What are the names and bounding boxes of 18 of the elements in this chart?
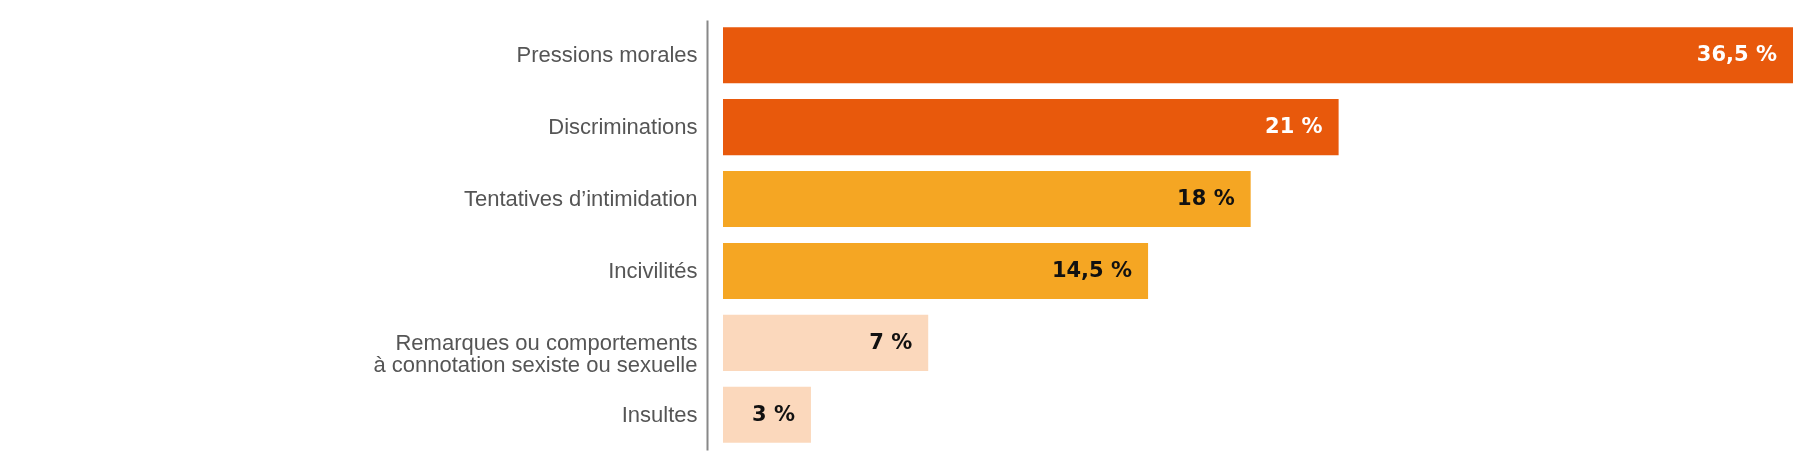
bar <box>723 314 929 371</box>
y-tick-label: Remarques ou comportements à connotation sexiste ou sexuelle <box>373 329 698 377</box>
data-label: 3 % <box>751 401 795 426</box>
y-tick-label: Discriminations <box>548 114 698 140</box>
data-label: 7 % <box>869 329 913 354</box>
data-label: 21 % <box>1265 114 1323 139</box>
bar <box>723 27 1793 84</box>
y-tick-label: Insultes <box>621 401 698 427</box>
y-tick-label: Incivilités <box>608 257 698 283</box>
data-label: 18 % <box>1177 186 1235 211</box>
y-tick-label: Pressions morales <box>516 42 698 68</box>
y-tick-label: Tentatives d’intimidation <box>463 186 698 212</box>
bar <box>723 242 1149 299</box>
data-label: 36,5 % <box>1696 42 1777 67</box>
bar <box>723 386 811 443</box>
bar <box>723 99 1339 156</box>
bar <box>723 171 1251 228</box>
data-label: 14,5 % <box>1051 257 1133 282</box>
